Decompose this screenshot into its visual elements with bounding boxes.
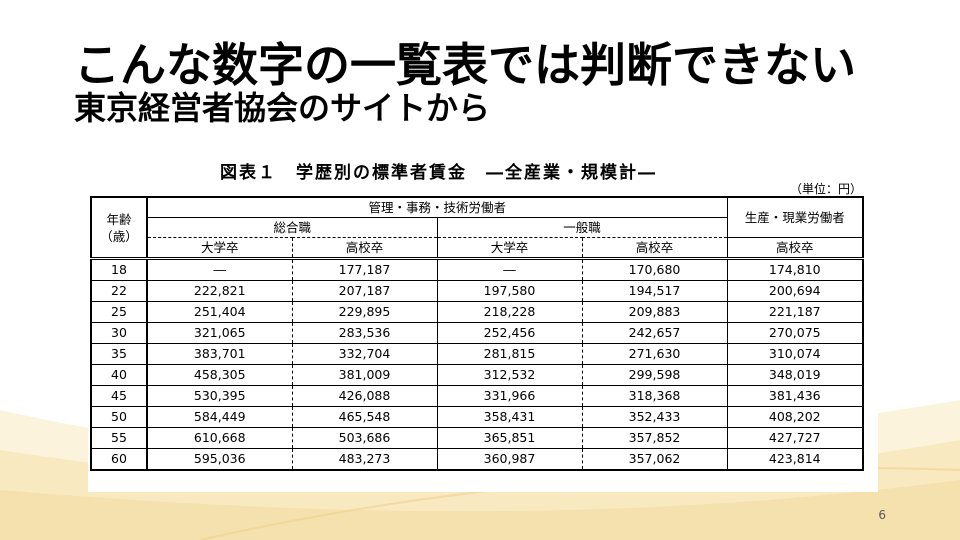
- header-ippan-daigaku: 大学卒: [436, 237, 582, 259]
- header-production-group: 生産・現業労働者: [726, 197, 864, 238]
- table-row: 22 222,821 207,187 197,580 194,517 200,694: [91, 280, 864, 302]
- sogo-daigaku-cell: 383,701: [147, 343, 292, 365]
- age-cell: 35: [91, 343, 148, 365]
- production-koko-cell: 381,436: [726, 385, 864, 407]
- production-koko-cell: 270,075: [726, 322, 864, 344]
- table-row: 45 530,395 426,088 331,966 318,368 381,436: [91, 385, 864, 407]
- header-sogo-daigaku: 大学卒: [200, 240, 239, 255]
- ippan-koko-cell: 271,630: [581, 343, 728, 365]
- ippan-daigaku-cell: 365,851: [436, 427, 582, 449]
- sogo-koko-cell: 229,895: [291, 301, 437, 323]
- sogo-daigaku-cell: 595,036: [147, 448, 292, 470]
- age-header-unit: （歳）: [100, 228, 138, 244]
- ippan-koko-cell: 209,883: [581, 301, 728, 323]
- ippan-daigaku-cell: 281,815: [436, 343, 582, 365]
- figure-title: 図表１ 学歴別の標準者賃金 ―全産業・規模計―: [220, 163, 657, 183]
- ippan-koko-cell: 357,852: [581, 427, 728, 449]
- ippan-koko-cell: 299,598: [581, 364, 728, 386]
- ippan-daigaku-cell: 252,456: [436, 322, 582, 344]
- production-koko-cell: 221,187: [726, 301, 864, 323]
- age-cell: 55: [91, 427, 148, 449]
- age-cell: 60: [91, 448, 148, 470]
- ippan-koko-cell: 318,368: [581, 385, 728, 407]
- sogo-koko-cell: 426,088: [291, 385, 437, 407]
- sogo-koko-cell: 332,704: [291, 343, 437, 365]
- wage-table-figure: 図表１ 学歴別の標準者賃金 ―全産業・規模計― （単位：円） 年齢 （歳） 管理…: [88, 152, 878, 492]
- ippan-koko-cell: 242,657: [581, 322, 728, 344]
- sogo-daigaku-cell: 222,821: [147, 280, 292, 302]
- production-koko-cell: 200,694: [726, 280, 864, 302]
- age-cell: 30: [91, 322, 148, 344]
- production-koko-cell: 174,810: [726, 257, 864, 281]
- age-cell: 50: [91, 406, 148, 428]
- age-header-label: 年齢: [106, 211, 132, 227]
- ippan-daigaku-cell: 360,987: [436, 448, 582, 470]
- header-management-group: 管理・事務・技術労働者: [147, 197, 728, 218]
- production-koko-cell: 348,019: [726, 364, 864, 386]
- ippan-koko-cell: 352,433: [581, 406, 728, 428]
- ippan-daigaku-cell: ―: [436, 257, 582, 281]
- age-cell: 18: [91, 257, 148, 281]
- age-cell: 25: [91, 301, 148, 323]
- production-koko-cell: 423,814: [726, 448, 864, 470]
- sogo-koko-cell: 283,536: [291, 322, 437, 344]
- page-number: 6: [878, 508, 886, 522]
- sogo-koko-cell: 177,187: [291, 257, 437, 281]
- sogo-daigaku-cell: ―: [147, 257, 292, 281]
- ippan-koko-cell: 170,680: [581, 257, 728, 281]
- sogo-koko-cell: 465,548: [291, 406, 437, 428]
- table-row: 25 251,404 229,895 218,228 209,883 221,187: [91, 301, 864, 323]
- ippan-daigaku-cell: 312,532: [436, 364, 582, 386]
- age-cell: 40: [91, 364, 148, 386]
- sogo-daigaku-cell: 458,305: [147, 364, 292, 386]
- header-sogo: 総合職: [147, 217, 437, 238]
- sogo-daigaku-cell: 530,395: [147, 385, 292, 407]
- header-ippan-koko: 高校卒: [581, 237, 728, 259]
- sogo-koko-cell: 483,273: [291, 448, 437, 470]
- ippan-koko-cell: 357,062: [581, 448, 728, 470]
- figure-unit: （単位：円）: [789, 182, 862, 196]
- sogo-daigaku-cell: 610,668: [147, 427, 292, 449]
- slide-title: こんな数字の一覧表では判断できない: [74, 38, 856, 92]
- ippan-daigaku-cell: 218,228: [436, 301, 582, 323]
- header-production-koko: 高校卒: [726, 237, 864, 259]
- header-sogo-koko: 高校卒: [291, 237, 437, 259]
- sogo-daigaku-cell: 584,449: [147, 406, 292, 428]
- table-row: 30 321,065 283,536 252,456 242,657 270,075: [91, 322, 864, 344]
- sogo-koko-cell: 207,187: [291, 280, 437, 302]
- ippan-daigaku-cell: 358,431: [436, 406, 582, 428]
- sogo-koko-cell: 381,009: [291, 364, 437, 386]
- table-row: 35 383,701 332,704 281,815 271,630 310,074: [91, 343, 864, 365]
- sogo-daigaku-cell: 251,404: [147, 301, 292, 323]
- age-cell: 45: [91, 385, 148, 407]
- ippan-daigaku-cell: 331,966: [436, 385, 582, 407]
- header-ippan: 一般職: [436, 217, 728, 238]
- table-row: 60 595,036 483,273 360,987 357,062 423,814: [91, 448, 864, 470]
- age-cell: 22: [91, 280, 148, 302]
- ippan-daigaku-cell: 197,580: [436, 280, 582, 302]
- production-koko-cell: 408,202: [726, 406, 864, 428]
- table-row: 55 610,668 503,686 365,851 357,852 427,727: [91, 427, 864, 449]
- age-header: 年齢 （歳）: [91, 197, 148, 259]
- table-row: 18 ― 177,187 ― 170,680 174,810: [91, 257, 864, 281]
- production-koko-cell: 310,074: [726, 343, 864, 365]
- slide-subtitle: 東京経営者協会のサイトから: [74, 89, 491, 127]
- table-row: 40 458,305 381,009 312,532 299,598 348,019: [91, 364, 864, 386]
- sogo-daigaku-cell: 321,065: [147, 322, 292, 344]
- ippan-koko-cell: 194,517: [581, 280, 728, 302]
- sogo-koko-cell: 503,686: [291, 427, 437, 449]
- production-koko-cell: 427,727: [726, 427, 864, 449]
- wage-table: 年齢 （歳） 管理・事務・技術労働者 生産・現業労働者 総合職 一般職 大学卒 …: [90, 196, 865, 471]
- wage-table-body: 18 ― 177,187 ― 170,680 174,810 22 222,821 207,18…: [91, 257, 864, 470]
- table-row: 50 584,449 465,548 358,431 352,433 408,202: [91, 406, 864, 428]
